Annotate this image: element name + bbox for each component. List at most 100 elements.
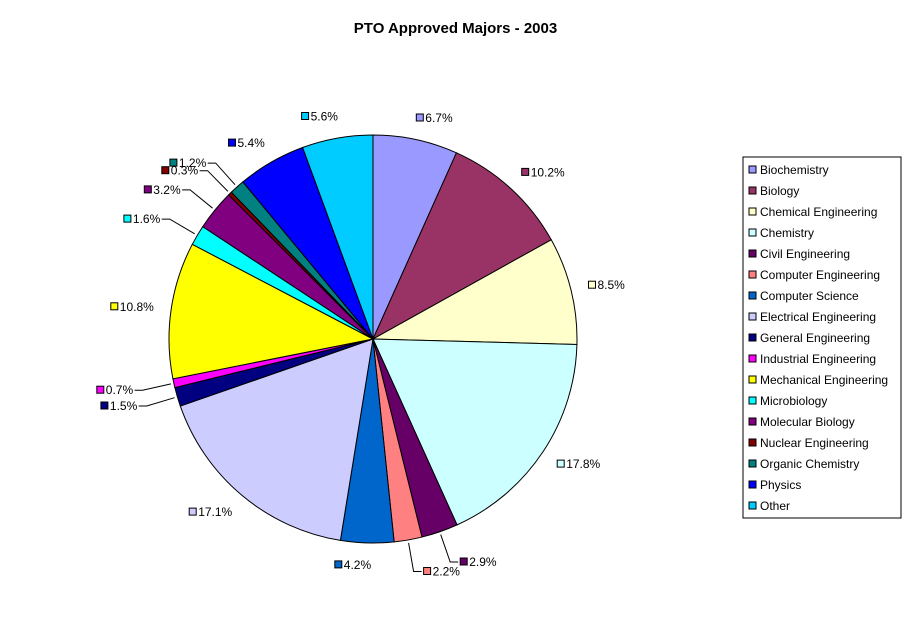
legend-label: Electrical Engineering [760, 310, 876, 324]
legend-item-chemistry: Chemistry [748, 226, 814, 240]
data-label-key [169, 158, 178, 167]
legend-item-general-engineering: General Engineering [748, 331, 870, 345]
legend-label: Computer Engineering [760, 268, 880, 282]
data-label-general-engineering: 1.5% [100, 399, 138, 413]
legend-item-industrial-engineering: Industrial Engineering [748, 352, 876, 366]
legend-swatch [748, 417, 757, 426]
legend-label: Nuclear Engineering [760, 436, 869, 450]
leader-line [138, 397, 175, 407]
data-label-text: 1.5% [110, 399, 138, 413]
data-label-physics: 5.4% [228, 136, 266, 150]
legend-label: Organic Chemistry [760, 457, 859, 471]
data-label-chemistry: 17.8% [556, 457, 601, 471]
leader-line [440, 534, 459, 563]
data-label-computer-science: 4.2% [334, 558, 372, 572]
data-label-microbiology: 1.6% [123, 212, 161, 226]
data-label-industrial-engineering: 0.7% [96, 383, 134, 397]
data-label-text: 2.2% [433, 565, 461, 579]
legend-item-chemical-engineering: Chemical Engineering [748, 205, 877, 219]
legend-swatch [748, 186, 757, 195]
legend-swatch [748, 354, 757, 363]
legend-item-electrical-engineering: Electrical Engineering [748, 310, 876, 324]
leader-line [134, 383, 172, 391]
data-label-nuclear-engineering: 0.3% [161, 164, 199, 178]
legend-label: Microbiology [760, 394, 827, 408]
data-label-text: 17.1% [198, 505, 232, 519]
legend-item-computer-engineering: Computer Engineering [748, 268, 880, 282]
data-label-text: 1.2% [179, 156, 207, 170]
legend-label: Molecular Biology [760, 415, 855, 429]
data-label-key [110, 302, 119, 311]
data-label-text: 0.7% [106, 383, 134, 397]
pie-slice-mechanical-engineering [168, 243, 375, 380]
data-label-text: 5.4% [238, 136, 266, 150]
legend-item-biology: Biology [748, 184, 799, 198]
legend-item-mechanical-engineering: Mechanical Engineering [748, 373, 888, 387]
data-label-text: 0.3% [171, 164, 199, 178]
legend-item-physics: Physics [748, 478, 801, 492]
data-label-civil-engineering: 2.9% [459, 555, 497, 569]
data-label-text: 5.6% [311, 110, 339, 124]
pie-slices [168, 134, 578, 544]
legend-swatch [748, 375, 757, 384]
data-label-key [556, 459, 565, 468]
legend-swatch [748, 480, 757, 489]
pie-slice-biology [371, 152, 552, 341]
legend-swatch [748, 459, 757, 468]
legend-item-biochemistry: Biochemistry [748, 163, 829, 177]
data-label-key [143, 185, 152, 194]
legend-item-microbiology: Microbiology [748, 394, 827, 408]
leader-line [207, 162, 236, 186]
data-label-key [96, 385, 105, 394]
data-label-key [459, 557, 468, 566]
data-label-electrical-engineering: 17.1% [188, 505, 233, 519]
data-label-molecular-biology: 3.2% [143, 183, 181, 197]
pie-slice-other [301, 134, 374, 340]
legend-label: Biology [760, 184, 799, 198]
legend-label: Other [760, 499, 790, 513]
data-label-text: 10.2% [531, 165, 565, 179]
legend-label: Biochemistry [760, 163, 829, 177]
legend-swatch [748, 396, 757, 405]
legend-item-other: Other [748, 499, 790, 513]
legend-label: General Engineering [760, 331, 870, 345]
data-label-key [301, 112, 310, 120]
data-label-key [161, 166, 170, 175]
legend-swatch [748, 249, 757, 258]
data-label-key [415, 113, 424, 122]
legend-label: Computer Science [760, 289, 859, 303]
legend-item-nuclear-engineering: Nuclear Engineering [748, 436, 869, 450]
data-label-key [188, 507, 197, 516]
data-label-key [588, 280, 596, 289]
legend-label: Industrial Engineering [760, 352, 876, 366]
data-label-text: 8.5% [598, 278, 626, 292]
data-label-text: 4.2% [344, 558, 372, 572]
legend-swatch [748, 501, 757, 510]
legend-item-computer-science: Computer Science [748, 289, 859, 303]
leader-line [182, 189, 213, 209]
legend-label: Chemistry [760, 226, 814, 240]
data-label-text: 1.6% [133, 212, 161, 226]
leader-line [161, 218, 195, 235]
leader-line [408, 542, 422, 572]
legend-swatch [748, 270, 757, 279]
chart-title: PTO Approved Majors - 2003 [353, 20, 558, 37]
data-label-key [228, 138, 236, 147]
data-label-biochemistry: 6.7% [415, 111, 453, 125]
data-labels: 6.7% 10.2% 8.5% 17.8% 2.9% 2.2% 4.2% 17.1% 1.5% 0… [96, 110, 626, 579]
data-label-biology: 10.2% [521, 165, 565, 179]
data-label-key [100, 401, 109, 410]
data-label-other: 5.6% [301, 110, 339, 124]
legend-swatch [748, 165, 757, 174]
legend-label: Civil Engineering [760, 247, 850, 261]
data-label-mechanical-engineering: 10.8% [110, 300, 154, 314]
leader-line [199, 170, 229, 192]
legend-swatch [748, 438, 757, 447]
legend-box [742, 156, 902, 519]
data-label-text: 10.8% [120, 300, 154, 314]
legend-swatch [748, 333, 757, 342]
data-label-key [334, 560, 343, 569]
data-label-key [423, 567, 432, 575]
